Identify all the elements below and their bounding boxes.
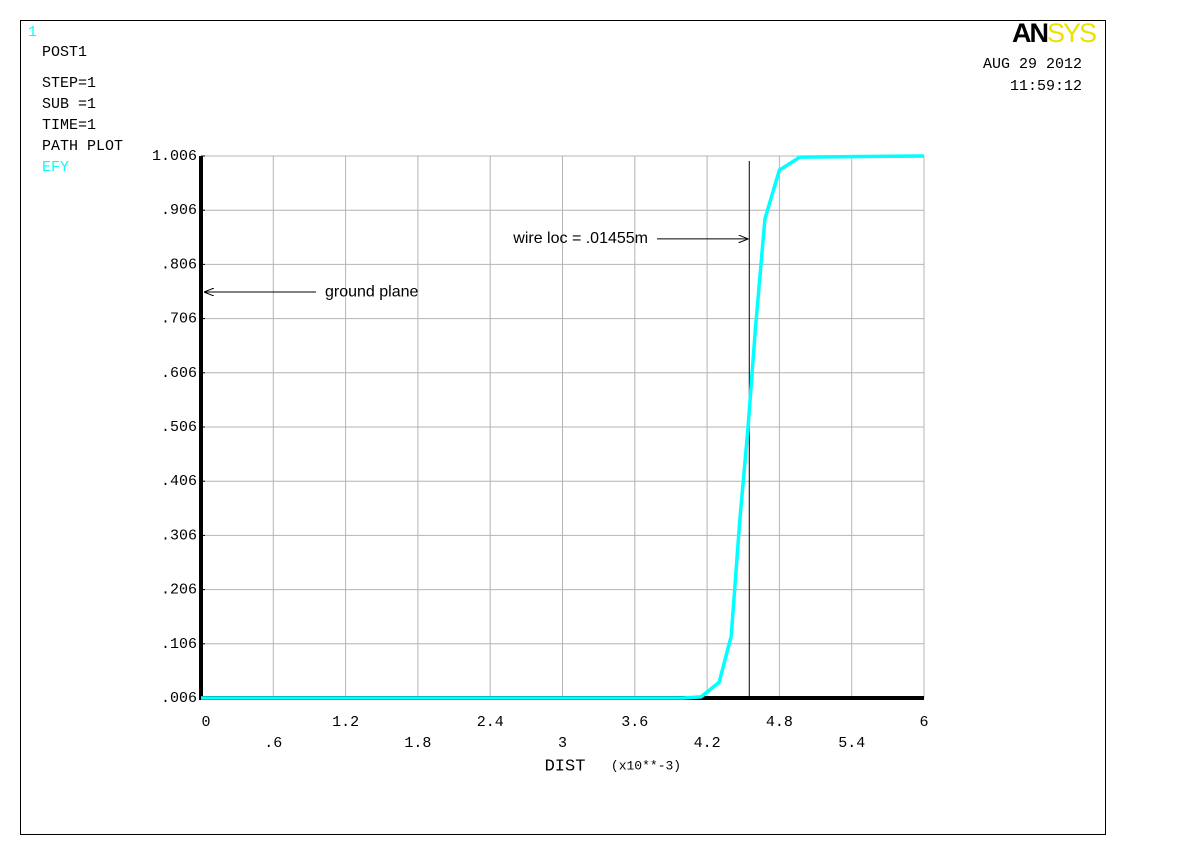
logo-left: AN bbox=[1012, 18, 1047, 48]
y-tick-label: .606 bbox=[161, 365, 197, 382]
x-label: DIST bbox=[545, 757, 586, 776]
frame bbox=[20, 20, 1106, 835]
x-tick-label: 4.8 bbox=[766, 714, 793, 731]
x-tick-label: 5.4 bbox=[838, 735, 865, 752]
x-tick-label: 3 bbox=[558, 735, 567, 752]
x-tick-label: 6 bbox=[919, 714, 928, 731]
y-tick-label: .306 bbox=[161, 527, 197, 544]
module: POST1 bbox=[42, 44, 87, 61]
y-tick-label: 1.006 bbox=[152, 148, 197, 165]
y-tick-label: .206 bbox=[161, 582, 197, 599]
logo-right: SYS bbox=[1047, 18, 1096, 48]
y-tick-label: .006 bbox=[161, 690, 197, 707]
time: 11:59:12 bbox=[1010, 78, 1082, 95]
y-tick-label: .406 bbox=[161, 473, 197, 490]
x-tick-label: 0 bbox=[201, 714, 210, 731]
x-tick-label: 3.6 bbox=[621, 714, 648, 731]
y-tick-label: .906 bbox=[161, 202, 197, 219]
info: SUB =1 bbox=[42, 96, 96, 113]
info: PATH PLOT bbox=[42, 138, 123, 155]
logo: ANSYS bbox=[1012, 18, 1096, 48]
info: STEP=1 bbox=[42, 75, 96, 92]
y-tick-label: .706 bbox=[161, 311, 197, 328]
series-name: EFY bbox=[42, 159, 69, 176]
info: TIME=1 bbox=[42, 117, 96, 134]
date: AUG 29 2012 bbox=[983, 56, 1082, 73]
x-unit: (x10**-3) bbox=[611, 758, 681, 773]
window-number: 1 bbox=[28, 24, 37, 41]
x-tick-label: .6 bbox=[264, 735, 282, 752]
x-tick-label: 2.4 bbox=[477, 714, 504, 731]
x-tick-label: 4.2 bbox=[694, 735, 721, 752]
x-tick-label: 1.8 bbox=[404, 735, 431, 752]
annotation: wire loc = .01455m bbox=[512, 230, 648, 247]
data-line bbox=[201, 154, 925, 700]
x-tick-label: 1.2 bbox=[332, 714, 359, 731]
y-tick-label: .506 bbox=[161, 419, 197, 436]
y-tick-label: .106 bbox=[161, 636, 197, 653]
annotation: ground plane bbox=[325, 283, 419, 300]
y-tick-label: .806 bbox=[161, 256, 197, 273]
